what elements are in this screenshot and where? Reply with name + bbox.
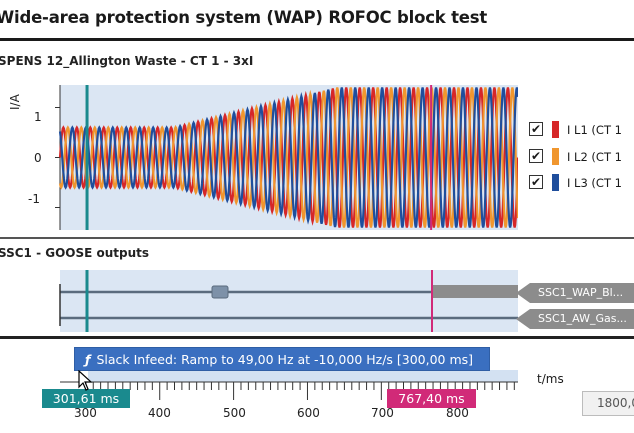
- series-line-2: [58, 87, 518, 228]
- legend-label-l1: I L1 (CT 1: [567, 123, 622, 137]
- goose-output-tag[interactable]: SSC1_WAP_Bl...: [516, 283, 634, 303]
- goose-panel-label: SSC1 - GOOSE outputs: [0, 246, 150, 260]
- legend-checkbox-l2[interactable]: ✔: [529, 149, 543, 163]
- goose-signal-chart[interactable]: [54, 270, 518, 332]
- y-tick-label: 0: [34, 151, 42, 165]
- legend-label-l3: I L3 (CT 1: [567, 176, 622, 190]
- y-axis-label: I/A: [8, 94, 22, 110]
- goose-marker: [211, 285, 229, 299]
- time-tick-label: 300: [74, 406, 97, 420]
- mouse-pointer-icon: [78, 370, 93, 391]
- ramp-tooltip: ƒ Slack Infeed: Ramp to 49,00 Hz at -10,0…: [74, 347, 490, 371]
- goose-signal-1-active: [432, 285, 518, 298]
- panel-divider: [0, 237, 634, 239]
- y-tick-label: -1: [28, 192, 40, 206]
- goose-output-tag[interactable]: SSC1_AW_Gas...: [516, 309, 634, 329]
- current-panel-label: SPENS 12_Allington Waste - CT 1 - 3xI: [0, 54, 254, 68]
- title-divider: [0, 38, 634, 41]
- cursor-2-time-label[interactable]: 767,40 ms: [387, 389, 476, 408]
- cursor-1-time-label[interactable]: 301,61 ms: [42, 389, 130, 408]
- tooltip-text: Slack Infeed: Ramp to 49,00 Hz at -10,00…: [96, 352, 474, 367]
- time-unit-label: t/ms: [537, 372, 564, 386]
- end-time-input[interactable]: 1800,0: [582, 391, 634, 416]
- time-tick-label: 500: [223, 406, 246, 420]
- y-tick-label: 1: [34, 110, 42, 124]
- timeline-range[interactable]: [88, 370, 518, 382]
- time-tick-label: 800: [446, 406, 469, 420]
- series-line-1: [58, 87, 518, 228]
- timeline-divider: [0, 336, 634, 339]
- time-tick-label: 700: [371, 406, 394, 420]
- legend-checkbox-l1[interactable]: ✔: [529, 122, 543, 136]
- series-line-3: [58, 87, 518, 228]
- current-waveform-chart[interactable]: [54, 80, 518, 230]
- time-tick-label: 400: [148, 406, 171, 420]
- time-tick-label: 600: [297, 406, 320, 420]
- legend-label-l2: I L2 (CT 1: [567, 150, 622, 164]
- legend-checkbox-l3[interactable]: ✔: [529, 175, 543, 189]
- page-title: Wide-area protection system (WAP) ROFOC …: [0, 8, 488, 27]
- legend-item-l2[interactable]: ✔ I L2 (CT 1: [529, 148, 634, 166]
- goose-plot-background: [60, 270, 518, 332]
- legend-item-l3[interactable]: ✔ I L3 (CT 1: [529, 174, 634, 192]
- legend-swatch-l1: [552, 121, 559, 138]
- function-icon: ƒ: [85, 352, 91, 367]
- legend-swatch-l2: [552, 148, 559, 165]
- legend-swatch-l3: [552, 174, 559, 191]
- legend-item-l1[interactable]: ✔ I L1 (CT 1: [529, 121, 634, 139]
